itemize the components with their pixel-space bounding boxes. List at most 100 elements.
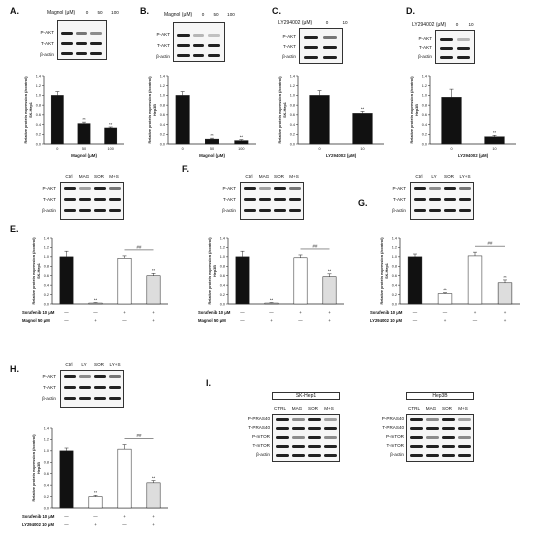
western-blot: [272, 414, 340, 462]
y-tick-label: 1.2: [36, 84, 41, 88]
blot-row-label: P-AKT: [40, 30, 54, 35]
y-tick-label: 1.0: [36, 94, 41, 98]
western-blot: [60, 370, 124, 408]
x-axis-label: Magnol (μM): [199, 153, 225, 158]
blot-row-label: β-actin: [282, 54, 296, 59]
bar-chart: 0.0 0.2 0.4 0.6 0.8 1.0 1.2 1.4 Relative protein…: [22, 426, 168, 527]
y-tick-label: 1.2: [290, 84, 295, 88]
lane-label: 0: [325, 20, 329, 25]
y-tick-label: 0.6: [160, 113, 165, 117]
y-tick-label: 0.8: [160, 103, 165, 107]
blot-title: Hep3B: [406, 392, 474, 400]
y-tick-label: 0.8: [36, 103, 41, 107]
y-tick-label: 0.6: [422, 113, 427, 117]
significance-label: **: [109, 122, 113, 127]
bar-chart: 0.0 0.2 0.4 0.6 0.8 1.0 1.2 1.4 Relative protein…: [278, 74, 384, 158]
bar: [117, 258, 132, 305]
bar: [50, 95, 64, 145]
y-tick-label: 1.0: [422, 94, 427, 98]
blot-group-sk-hep1: SK-Hep1 CTRL MAG SOR M+S P-PRAS40 T-PRAS…: [232, 392, 382, 492]
treatment-label: Magnol (μM): [47, 10, 76, 16]
bar: [77, 123, 91, 145]
y-tick-label: 0.0: [220, 302, 225, 306]
significance-label: **: [94, 490, 98, 495]
y-tick-label: 1.0: [160, 94, 165, 98]
treatment-mark: +: [504, 318, 507, 323]
y-tick-label: 0.8: [220, 265, 225, 269]
treatment-mark: +: [152, 310, 155, 315]
y-tick-label: 0.6: [392, 274, 397, 278]
y-tick-label: 0.4: [160, 123, 165, 127]
blot-row-label: P-AKT: [42, 186, 56, 191]
treatment-mark: +: [152, 522, 155, 527]
y-axis-cell-label: Hep3B: [415, 104, 419, 116]
significance-label: **: [210, 133, 214, 138]
treatment-name: LY294002 10 μM: [370, 318, 402, 323]
bar-chart: 0.0 0.2 0.4 0.6 0.8 1.0 1.2 1.4 Relative protein…: [22, 236, 168, 323]
panel-f: F. Ctrl MAG SOR M+S P-AKT T-AKT β-actin …: [178, 162, 356, 332]
y-tick-label: 1.4: [422, 74, 427, 78]
y-axis-cell-label: SK-Hep1: [29, 102, 33, 118]
blot-row-label: P-AKT: [42, 374, 56, 379]
significance-label: **: [443, 287, 447, 292]
lane-label: LY+S: [459, 174, 471, 179]
bar: [104, 127, 118, 145]
x-tick-label: 0: [450, 147, 452, 151]
y-tick-label: 1.2: [44, 438, 49, 442]
panel-label: H.: [10, 364, 19, 374]
bar-chart: 0.0 0.2 0.4 0.6 0.8 1.0 1.2 1.4 Relative protein…: [198, 236, 344, 323]
lane-label: LY: [81, 362, 87, 367]
treatment-mark: —: [413, 310, 418, 315]
y-tick-label: 0.0: [36, 142, 41, 146]
panel-label: E.: [10, 224, 19, 234]
y-axis-cell-label: SK-Hep1: [385, 263, 389, 279]
lane-label: 0: [85, 10, 89, 15]
y-tick-label: 0.2: [36, 133, 41, 137]
y-tick-label: 1.4: [160, 74, 165, 78]
treatment-mark: —: [93, 310, 98, 315]
lane-label: CTRL: [274, 406, 286, 411]
lane-label: M+S: [458, 406, 468, 411]
y-axis-label: Relative protein expression (/control): [208, 237, 212, 305]
panel-label: G.: [358, 198, 368, 208]
y-tick-label: 1.0: [392, 255, 397, 259]
western-blot: [299, 28, 343, 64]
y-tick-label: 0.4: [36, 123, 41, 127]
panel-label: C.: [272, 6, 281, 16]
blot-row-label: T-PRAS40: [248, 425, 270, 430]
comparison-significance: ##: [488, 241, 493, 246]
blot-row-label: P-AKT: [392, 186, 406, 191]
treatment-mark: —: [93, 514, 98, 519]
y-axis-label: Relative protein expression (/control): [24, 76, 28, 144]
y-tick-label: 0.4: [290, 123, 295, 127]
y-axis-cell-label: Hep3B: [213, 265, 217, 277]
y-tick-label: 1.0: [290, 94, 295, 98]
significance-label: **: [493, 130, 497, 135]
bar: [59, 256, 74, 305]
y-tick-label: 0.0: [44, 506, 49, 510]
panel-label: B.: [140, 6, 149, 16]
blot-title: SK-Hep1: [272, 392, 340, 400]
treatment-mark: —: [240, 318, 245, 323]
lane-label: LY: [431, 174, 437, 179]
lane-label: SOR: [444, 174, 454, 179]
blot-row-label: T-AKT: [156, 43, 170, 48]
blot-row-label: T-PRAS40: [382, 425, 404, 430]
y-tick-label: 0.6: [290, 113, 295, 117]
y-tick-label: 0.0: [422, 142, 427, 146]
treatment-label: LY294002 (μM): [278, 20, 313, 26]
bar: [175, 95, 190, 145]
lane-label: 0: [201, 12, 205, 17]
treatment-mark: —: [443, 310, 448, 315]
western-blot: [173, 22, 225, 62]
y-tick-label: 0.4: [44, 483, 49, 487]
treatment-mark: +: [299, 310, 302, 315]
y-tick-label: 0.2: [44, 495, 49, 499]
y-tick-label: 1.2: [422, 84, 427, 88]
lane-label: 0: [455, 22, 459, 27]
y-tick-label: 0.8: [44, 461, 49, 465]
treatment-mark: +: [94, 318, 97, 323]
y-tick-label: 1.4: [36, 74, 41, 78]
blot-row-label: β-actin: [390, 452, 404, 457]
blot-row-label: P-AKT: [418, 36, 432, 41]
